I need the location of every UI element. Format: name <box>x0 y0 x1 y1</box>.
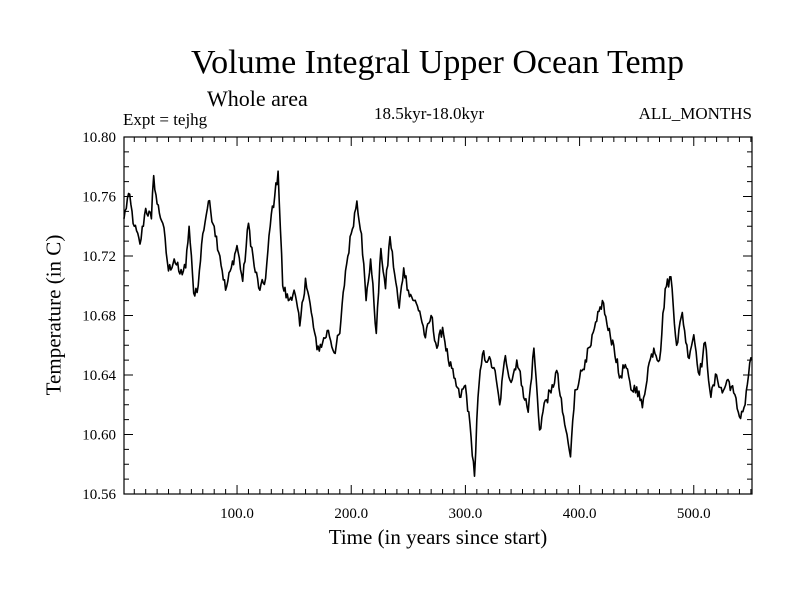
y-tick-label: 10.76 <box>82 190 116 206</box>
y-tick-label: 10.56 <box>82 487 116 503</box>
x-tick-label: 500.0 <box>677 506 711 522</box>
period-label: 18.5kyr-18.0kyr <box>374 104 485 123</box>
x-tick-label: 200.0 <box>334 506 368 522</box>
temperature-series-line <box>123 170 753 477</box>
plot-frame <box>123 136 753 495</box>
y-tick-label: 10.68 <box>82 309 116 325</box>
months-label: ALL_MONTHS <box>638 104 752 123</box>
chart-title: Volume Integral Upper Ocean Temp <box>191 44 684 81</box>
y-tick-label: 10.60 <box>82 428 116 444</box>
x-tick-label: 300.0 <box>449 506 483 522</box>
y-tick-label: 10.64 <box>82 368 116 384</box>
experiment-label: Expt = tejhg <box>123 110 208 129</box>
y-tick-label: 10.80 <box>82 130 116 146</box>
x-tick-label: 100.0 <box>220 506 254 522</box>
chart-subtitle: Whole area <box>207 86 308 111</box>
y-tick-label: 10.72 <box>82 249 116 265</box>
x-tick-label: 400.0 <box>563 506 597 522</box>
axis-ticks: 100.0 200.0 300.0 400.0 500.0 10.56 10.60 10.64… <box>82 130 752 522</box>
x-axis-label: Time (in years since start) <box>328 525 548 549</box>
